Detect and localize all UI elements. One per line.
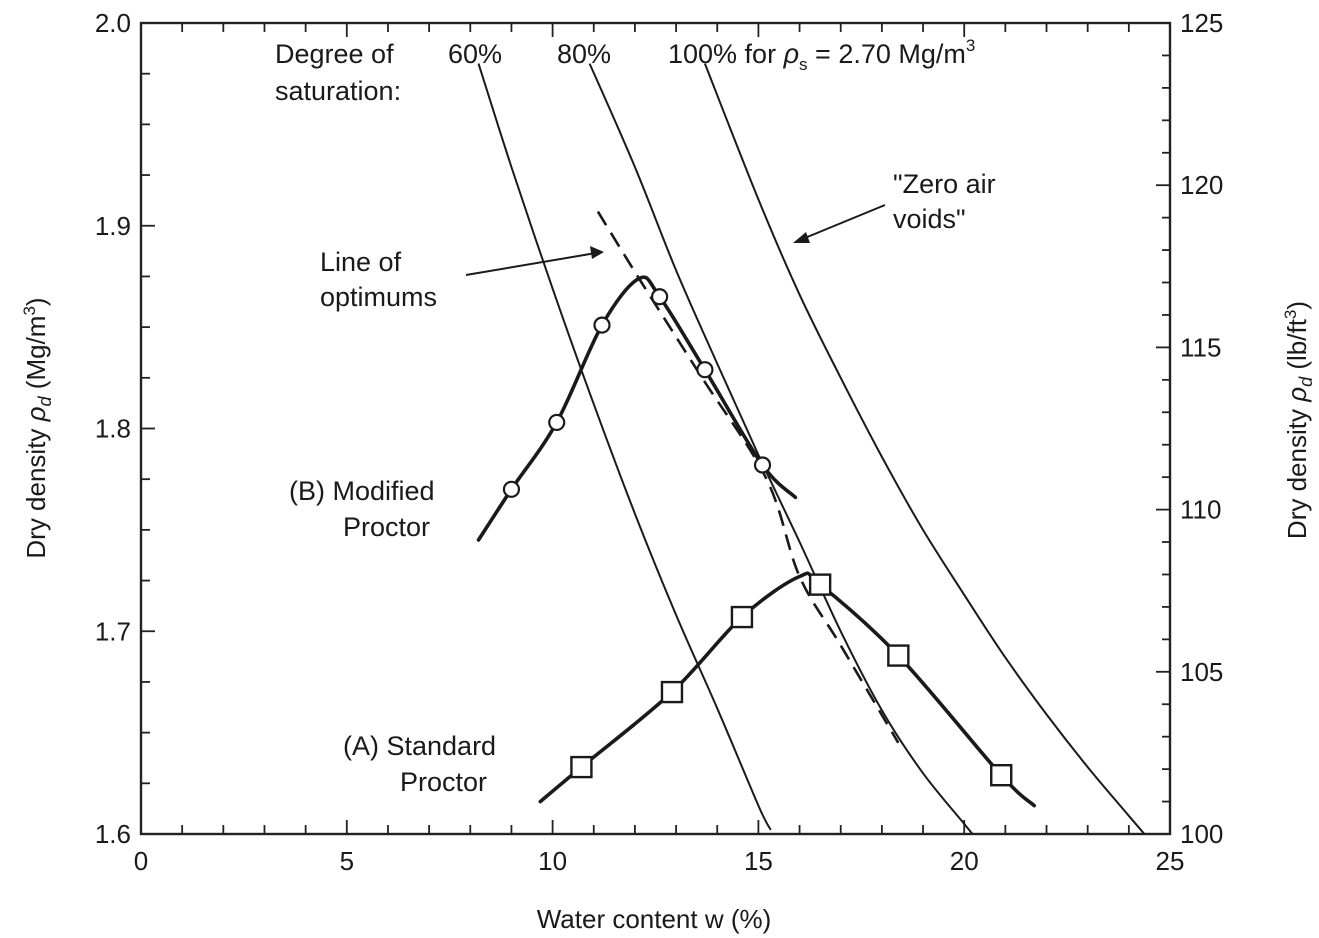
modified-proctor-label: (B) Modified Proctor — [289, 476, 435, 542]
x-tick-label: 20 — [950, 846, 979, 876]
y-left-tick-label: 1.8 — [95, 414, 131, 444]
modified-proctor-point — [593, 316, 611, 334]
standard-proctor-point — [808, 573, 832, 596]
optimums-line — [596, 210, 900, 744]
standard-proctor-point — [660, 680, 684, 704]
zero-air-arrow-line — [799, 204, 886, 241]
saturation-label: Degree of saturation: — [275, 39, 401, 106]
y-right-axis-title: Dry density ρd (lb/ft3) — [1281, 301, 1316, 539]
saturation-line-60 — [477, 63, 772, 831]
saturation-line-80 — [588, 63, 974, 834]
y-right-tick-label: 105 — [1180, 657, 1223, 687]
y-right-tick-label: 110 — [1180, 495, 1221, 525]
optimums-arrow-line — [465, 252, 597, 276]
modified-proctor-point — [753, 456, 772, 474]
standard-proctor-point — [990, 764, 1013, 787]
standard-proctor-point — [570, 755, 593, 779]
plot-frame — [139, 21, 1172, 836]
modified-proctor-point — [651, 288, 669, 306]
y-left-tick-label: 2.0 — [95, 8, 131, 38]
x-tick-label: 15 — [744, 846, 773, 876]
y-right-tick-label: 120 — [1180, 170, 1223, 200]
y-left-axis-title: Dry density ρd (Mg/m3) — [20, 297, 55, 558]
curve-a-standard-proctor — [538, 571, 1036, 808]
zero-air-voids-label: "Zero air voids" — [893, 169, 996, 234]
modified-proctor-point — [502, 480, 521, 498]
y-right-tick-label: 115 — [1180, 332, 1221, 362]
x-tick-label: 25 — [1156, 846, 1185, 876]
compaction-curves — [476, 210, 1036, 808]
x-tick-label: 5 — [340, 846, 354, 876]
y-left-tick-label: 1.6 — [95, 819, 131, 849]
modified-proctor-point — [548, 413, 566, 432]
plot-border — [139, 21, 1172, 836]
saturation-curves — [477, 63, 1146, 834]
zero-air-arrowhead — [793, 232, 810, 243]
axis-ticks: 0 5 10 15 20 25 1.6 1.7 1.8 1.9 2.0 100 105 110 115 120… — [95, 8, 1224, 876]
saturation-line-100-for-s-2-70-mg-m3 — [703, 63, 1146, 834]
curve-b-modified-proctor — [476, 275, 798, 542]
data-markers — [502, 288, 1013, 787]
saturation-100-label: 100% for ρs = 2.70 Mg/m3 — [668, 36, 975, 74]
y-right-tick-label: 125 — [1180, 8, 1223, 38]
x-tick-label: 0 — [134, 846, 148, 876]
optimums-arrowhead — [590, 246, 604, 259]
saturation-60-label: 60% — [448, 39, 502, 69]
line-of-optimums-label: Line of optimums — [320, 247, 437, 312]
y-left-tick-label: 1.9 — [95, 211, 131, 241]
standard-proctor-point — [887, 644, 910, 667]
y-left-tick-label: 1.7 — [95, 616, 131, 646]
standard-proctor-point — [730, 605, 754, 629]
y-right-tick-label: 100 — [1180, 819, 1223, 849]
x-tick-label: 10 — [538, 846, 567, 876]
x-axis-title: Water content w (%) — [537, 904, 772, 934]
standard-proctor-label: (A) Standard Proctor — [343, 731, 496, 797]
saturation-80-label: 80% — [557, 39, 611, 69]
modified-proctor-point — [696, 361, 714, 379]
